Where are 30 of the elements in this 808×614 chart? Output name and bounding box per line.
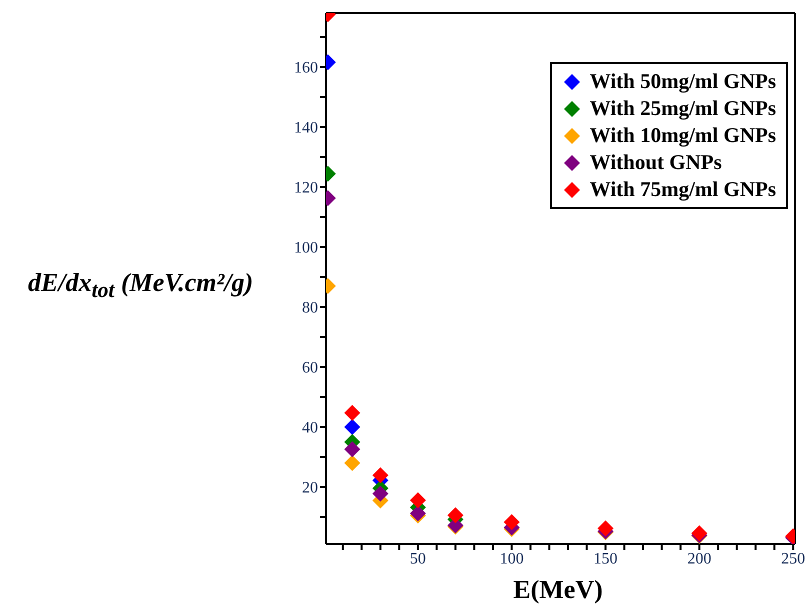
point: [504, 514, 520, 530]
y-tick-label: 60: [302, 360, 318, 377]
y-tick-label: 80: [302, 300, 318, 317]
legend-label: With 75mg/ml GNPs: [590, 176, 776, 203]
y-tick-label: 120: [294, 180, 318, 197]
legend-label: With 50mg/ml GNPs: [590, 68, 776, 95]
point: [447, 507, 464, 524]
x-tick-label: 250: [781, 550, 806, 568]
legend-label: With 25mg/ml GNPs: [590, 95, 776, 122]
point: [598, 520, 614, 536]
y-axis-title: dE/dx$_{tot}$ (MeV.cm²/g): [28, 268, 254, 304]
x-tick-label: 50: [410, 550, 426, 568]
y-tick-label: 140: [294, 120, 318, 137]
point: [344, 404, 360, 421]
y-tick-label: 160: [294, 60, 318, 77]
point: [410, 492, 426, 508]
y-tick-label: 20: [302, 480, 318, 497]
point: [344, 441, 360, 458]
y-tick-label: 100: [294, 240, 318, 257]
point: [344, 419, 360, 435]
x-tick-label: 200: [687, 550, 712, 568]
point: [372, 467, 388, 484]
point: [344, 455, 360, 471]
x-axis-title: E(MeV): [512, 574, 604, 606]
legend-label: Without GNPs: [590, 149, 722, 176]
legend-label: With 10mg/ml GNPs: [590, 122, 776, 149]
y-tick-label: 40: [302, 420, 318, 437]
point: [372, 486, 388, 502]
x-tick-label: 100: [500, 550, 524, 568]
x-tick-label: 150: [594, 550, 618, 568]
